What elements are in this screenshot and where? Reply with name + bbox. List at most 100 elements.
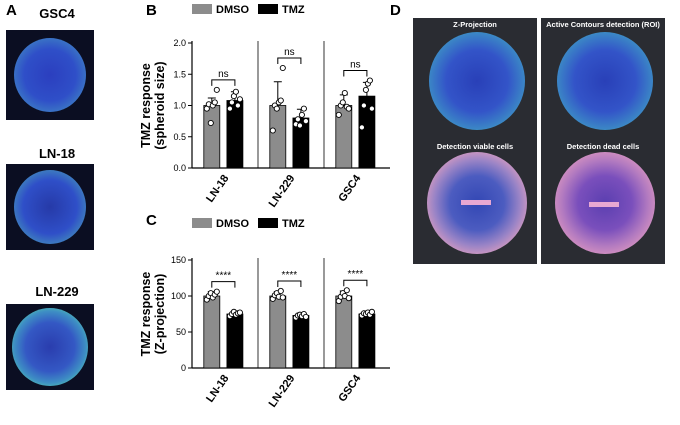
category-label-ln-229: LN-229 [267,173,298,210]
bar-gsc4-tmz [358,313,376,369]
data-point [213,288,220,295]
panel-d-active-contours: Active Contours detection (ROI) [541,18,665,142]
y-tick-label: 0.0 [173,163,186,173]
data-point [228,99,235,106]
data-point [277,97,284,104]
panel-d-title-viable: Detection viable cells [436,142,514,151]
data-point [345,105,352,112]
significance-label: **** [282,270,298,281]
panel-d-title-contours: Active Contours detection (ROI) [546,20,660,29]
bar-ln-229-tmz [292,315,310,369]
legend-label-tmz: TMZ [282,4,305,16]
micro-image-ln229 [6,304,94,390]
data-point [207,119,214,127]
bar-ln-18-tmz [226,313,244,369]
y-tick-label: 1.0 [173,101,186,111]
data-point [368,105,375,112]
data-point [298,111,305,118]
bar-ln-229-dmso [269,295,287,369]
cell-label-ln229: LN-229 [35,284,79,299]
y-axis-label-line1: TMZ response [140,63,153,148]
significance-bracket [343,70,368,77]
significance-bracket [277,280,302,287]
category-label-gsc4: GSC4 [336,172,364,204]
data-point [300,105,307,112]
micro-image-ln18 [6,164,94,250]
bar-gsc4-dmso [335,295,353,369]
significance-label: ns [350,60,361,71]
legend-swatch-tmz [258,218,278,228]
category-label-ln-18: LN-18 [204,373,231,405]
significance-bracket [211,79,236,86]
data-point [213,86,220,93]
data-point [302,118,309,125]
data-point [343,287,350,294]
significance-label: **** [348,269,364,280]
y-axis-label-line1: TMZ response [140,272,153,357]
data-point [302,313,309,320]
cell-label-gsc4: GSC4 [39,6,75,21]
data-point [360,102,367,109]
y-tick-label: 0.5 [173,132,186,142]
legend-swatch-tmz [258,4,278,14]
panel-d-title-zprojection: Z-Projection [453,20,497,29]
significance-bracket [277,57,302,64]
category-label-gsc4: GSC4 [336,372,364,404]
y-tick-label: 0 [181,363,186,373]
category-label-ln-229: LN-229 [267,373,298,410]
y-tick-label: 150 [171,255,186,265]
legend-label-dmso: DMSO [216,4,249,16]
significance-bracket [211,281,236,288]
legend-label-tmz: TMZ [282,218,305,230]
data-point [335,111,342,118]
data-point [339,99,346,106]
y-tick-label: 2.0 [173,38,186,48]
y-tick-label: 100 [171,291,186,301]
panel-a-letter: A [6,2,17,19]
data-point [226,105,233,112]
chart-c: DMSO TMZ 0 50 100 150 TMZ response (Z-projectio… [140,218,390,410]
legend-swatch-dmso [192,218,212,228]
data-point [236,309,243,316]
data-point [236,96,243,103]
data-point [368,308,375,315]
category-label-ln-18: LN-18 [204,173,231,205]
panel-d-zprojection: Z-Projection [413,18,537,142]
panel-d-viable-cells: Detection viable cells [413,140,537,264]
data-point [294,116,301,123]
data-point [232,88,239,95]
data-point [211,99,218,106]
data-point [358,124,365,131]
data-point [362,86,369,93]
data-point [366,77,373,84]
data-point [279,64,286,72]
significance-label: ns [218,69,229,80]
bar-ln-229-dmso [269,105,287,169]
data-point [341,89,348,97]
y-axis-label-line2: (Z-projection) [153,274,167,355]
legend-label-dmso: DMSO [216,218,249,230]
y-tick-label: 50 [176,327,186,337]
data-point [296,122,303,129]
cell-label-ln18: LN-18 [38,146,76,161]
significance-label: ns [284,47,295,58]
micro-image-gsc4 [6,30,94,120]
bar-ln-18-dmso [203,295,221,369]
viable-cells-marker [461,200,491,205]
data-point [234,102,241,109]
chart-b: DMSO TMZ 0.0 0.5 1.0 1.5 2.0 TMZ response (spher… [140,4,390,210]
significance-label: **** [216,271,232,282]
panel-d-dead-cells: Detection dead cells [541,140,665,264]
data-point [279,294,286,301]
panel-c-letter: C [146,212,157,229]
y-axis-label-line2: (spheroid size) [153,61,167,149]
significance-bracket [343,279,368,287]
legend-swatch-dmso [192,4,212,14]
data-point [277,287,284,295]
dead-cells-marker [589,202,619,207]
panel-d-letter: D [390,2,401,19]
panel-b-letter: B [146,2,157,19]
panel-d-title-dead: Detection dead cells [566,142,640,151]
data-point [269,127,276,134]
data-point [273,105,280,112]
